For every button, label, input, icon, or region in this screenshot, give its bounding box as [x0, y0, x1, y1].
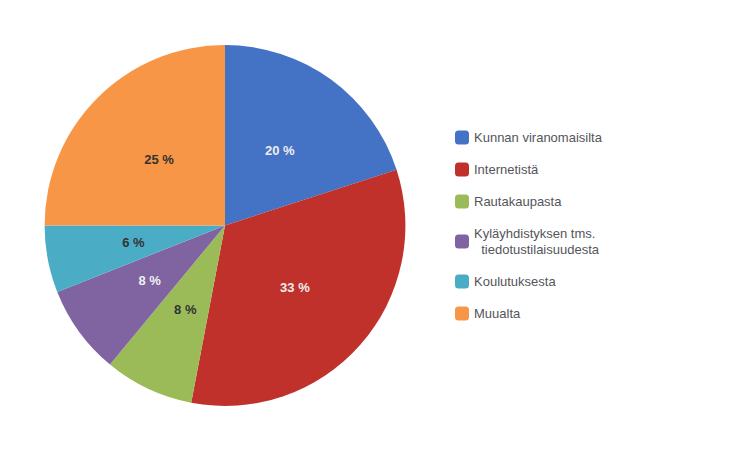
- svg-text:25 %: 25 %: [144, 152, 174, 167]
- svg-text:tiedotustilaisuudesta: tiedotustilaisuudesta: [474, 242, 600, 257]
- svg-text:Kunnan viranomaisilta: Kunnan viranomaisilta: [474, 130, 603, 145]
- svg-text:20 %: 20 %: [265, 143, 295, 158]
- svg-text:Internetistä: Internetistä: [474, 162, 539, 177]
- svg-text:8 %: 8 %: [138, 273, 161, 288]
- svg-text:Rautakaupasta: Rautakaupasta: [474, 194, 562, 209]
- svg-text:6 %: 6 %: [122, 235, 145, 250]
- svg-text:8 %: 8 %: [174, 302, 197, 317]
- svg-text:Muualta: Muualta: [474, 306, 521, 321]
- svg-text:Kyläyhdistyksen tms.: Kyläyhdistyksen tms.: [474, 226, 595, 241]
- svg-text:Koulutuksesta: Koulutuksesta: [474, 274, 556, 289]
- svg-text:33 %: 33 %: [280, 280, 310, 295]
